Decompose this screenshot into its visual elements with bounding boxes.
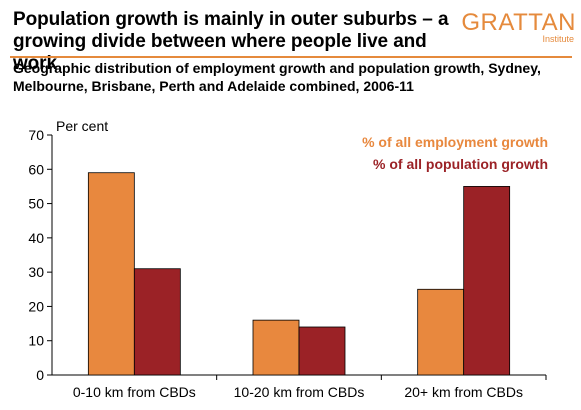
logo-wordmark: GRATTAN bbox=[461, 9, 576, 36]
y-tick-label: 20 bbox=[28, 298, 44, 314]
y-tick-label: 60 bbox=[28, 161, 44, 177]
y-tick-label: 40 bbox=[28, 230, 44, 246]
y-tick-label: 50 bbox=[28, 196, 44, 212]
population-growth-bar bbox=[463, 186, 511, 376]
y-tick-label: 10 bbox=[28, 333, 44, 349]
y-axis-label: Per cent bbox=[56, 118, 108, 134]
title-divider bbox=[10, 56, 572, 58]
chart-title: Population growth is mainly in outer sub… bbox=[13, 9, 449, 74]
grattan-logo: GRATTAN Institute bbox=[446, 9, 576, 45]
y-tick-label: 70 bbox=[28, 127, 44, 143]
employment-growth-bar bbox=[87, 172, 135, 376]
x-tick-label: 0-10 km from CBDs bbox=[73, 384, 196, 400]
population-growth-bar bbox=[133, 268, 181, 376]
employment-growth-bar bbox=[417, 288, 465, 376]
legend-employment-growth: % of all employment growth bbox=[362, 134, 548, 150]
logo-subtext: Institute bbox=[542, 34, 574, 44]
y-tick-label: 0 bbox=[36, 367, 44, 383]
population-growth-bar bbox=[298, 326, 346, 376]
employment-growth-bar bbox=[252, 319, 300, 376]
y-tick-label: 30 bbox=[28, 264, 44, 280]
chart-subtitle: Geographic distribution of employment gr… bbox=[13, 60, 541, 94]
legend-population-growth: % of all population growth bbox=[373, 156, 548, 172]
x-tick-label: 20+ km from CBDs bbox=[404, 384, 523, 400]
x-tick-label: 10-20 km from CBDs bbox=[234, 384, 365, 400]
